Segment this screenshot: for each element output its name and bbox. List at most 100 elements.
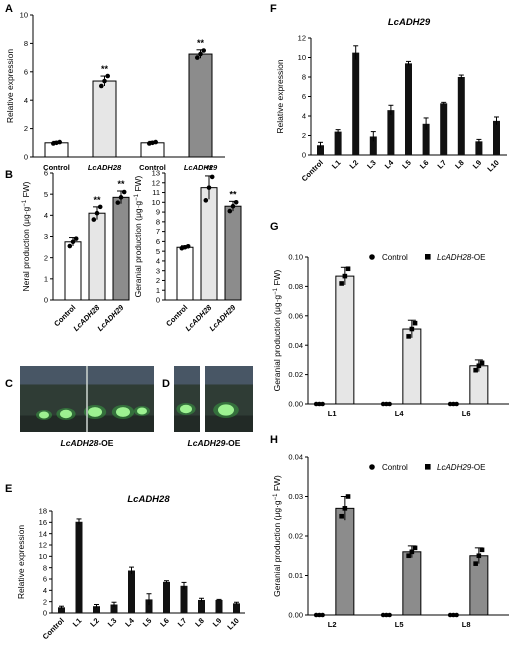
category-label: L9	[211, 616, 224, 629]
chart-F: 0 2 4 6 8 10 12 Control L1 L2 L3 L4 L5 L6 L7 L8 L9 L10 LcA…	[275, 17, 507, 183]
replicate-point	[345, 266, 351, 272]
category-label: L4	[395, 409, 405, 418]
legend-label-control: Control	[382, 463, 408, 472]
bar	[352, 52, 360, 155]
category-label: L5	[141, 616, 154, 629]
bar	[369, 136, 377, 155]
y-tick-label: 0	[302, 151, 306, 160]
y-axis-label-sup: −1	[22, 199, 28, 207]
fluorescent-callus	[137, 407, 147, 415]
y-tick-label: 10	[39, 552, 47, 561]
y-tick-label: 2	[44, 253, 48, 262]
bar	[176, 246, 194, 301]
replicate-point	[454, 612, 459, 618]
replicate-point	[479, 547, 485, 553]
category-label: LcADH28	[88, 163, 122, 172]
y-tick-label: 4	[24, 96, 28, 105]
y-tick-label: 2	[43, 597, 47, 606]
y-tick-label: 10	[20, 11, 28, 20]
category-label: L10	[225, 616, 241, 632]
chart-title: LcADH28	[127, 494, 170, 505]
y-tick-label: 12	[152, 178, 160, 187]
replicate-point	[339, 281, 344, 286]
bar	[64, 241, 82, 301]
replicate-point	[447, 401, 453, 407]
replicate-point	[91, 217, 97, 222]
bar	[188, 53, 213, 158]
fluorescent-callus	[60, 409, 72, 419]
y-axis-label: Geranial production (μg·g−1 FW)	[133, 175, 143, 297]
category-label: L4	[123, 615, 136, 628]
bar	[58, 607, 65, 613]
legend-marker-oe	[425, 254, 431, 260]
replicate-point	[227, 208, 233, 214]
legend-label-oe: LcADH29-OE	[437, 463, 485, 472]
y-tick-label: 6	[24, 67, 28, 76]
replicate-point	[209, 174, 215, 180]
replicate-point	[412, 320, 418, 326]
y-tick-label: 5	[156, 247, 160, 256]
y-axis-label-unit: FW)	[272, 475, 282, 494]
replicate-point	[198, 51, 203, 57]
bar	[75, 521, 83, 613]
replicate-point	[473, 561, 478, 566]
y-tick-label: 0.06	[288, 311, 303, 320]
chart-title: LcADH29	[388, 17, 431, 28]
replicate-point	[195, 55, 200, 60]
replicate-point	[73, 236, 79, 241]
bar	[440, 103, 448, 155]
legend-marker-control	[369, 464, 375, 470]
replicate-point	[99, 83, 104, 89]
fluorescent-callus	[218, 404, 234, 416]
bar	[93, 606, 100, 613]
replicate-point	[102, 78, 107, 84]
category-label: Control	[300, 158, 325, 183]
bar	[402, 328, 422, 405]
legend-gene: LcADH29	[437, 463, 472, 472]
photo-caption: LcADH29-OE	[188, 438, 241, 448]
replicate-point	[476, 363, 482, 369]
y-tick-label: 7	[156, 227, 160, 236]
fluorescent-callus	[88, 407, 102, 417]
panel-label-a: A	[5, 3, 13, 15]
y-axis-label: Relative expression	[275, 59, 285, 133]
fluorescent-callus	[180, 404, 192, 414]
y-tick-label: 8	[302, 73, 306, 82]
y-tick-label: 14	[39, 529, 47, 538]
replicate-point	[342, 506, 348, 511]
category-label: L10	[485, 158, 501, 174]
y-axis-label-text: Geranial production (μg·g	[272, 500, 282, 597]
y-tick-label: 0	[44, 296, 48, 305]
replicate-point	[342, 273, 348, 279]
replicate-point	[479, 360, 485, 366]
replicate-point	[97, 204, 103, 210]
y-tick-label: 3	[44, 232, 48, 241]
y-tick-label: 0.10	[288, 253, 303, 262]
y-tick-label: 1	[156, 286, 160, 295]
bar	[422, 123, 430, 155]
category-label: L7	[436, 158, 449, 171]
legend-gene: LcADH28	[437, 253, 472, 262]
y-axis-label-text: Geranial production (μg·g	[272, 295, 282, 392]
bar	[163, 581, 170, 613]
replicate-point	[313, 612, 319, 618]
legend: Control LcADH28-OE	[369, 253, 485, 262]
y-axis-label-sup: −1	[273, 287, 279, 295]
replicate-point	[345, 494, 351, 499]
y-tick-label: 0.00	[288, 400, 303, 409]
y-axis-label: Relative expression	[5, 49, 15, 123]
bar	[145, 599, 153, 613]
y-axis-label-unit: FW)	[133, 175, 143, 194]
significance-label: **	[205, 164, 213, 174]
y-tick-label: 8	[156, 217, 160, 226]
replicate-point	[387, 401, 392, 407]
replicate-point	[387, 612, 392, 618]
y-axis-label-unit: FW)	[21, 181, 31, 200]
y-tick-label: 10	[298, 53, 306, 62]
bar	[335, 275, 355, 405]
photo-d	[174, 366, 200, 432]
legend-suffix: -OE	[471, 253, 485, 262]
y-tick-label: 12	[39, 541, 47, 550]
